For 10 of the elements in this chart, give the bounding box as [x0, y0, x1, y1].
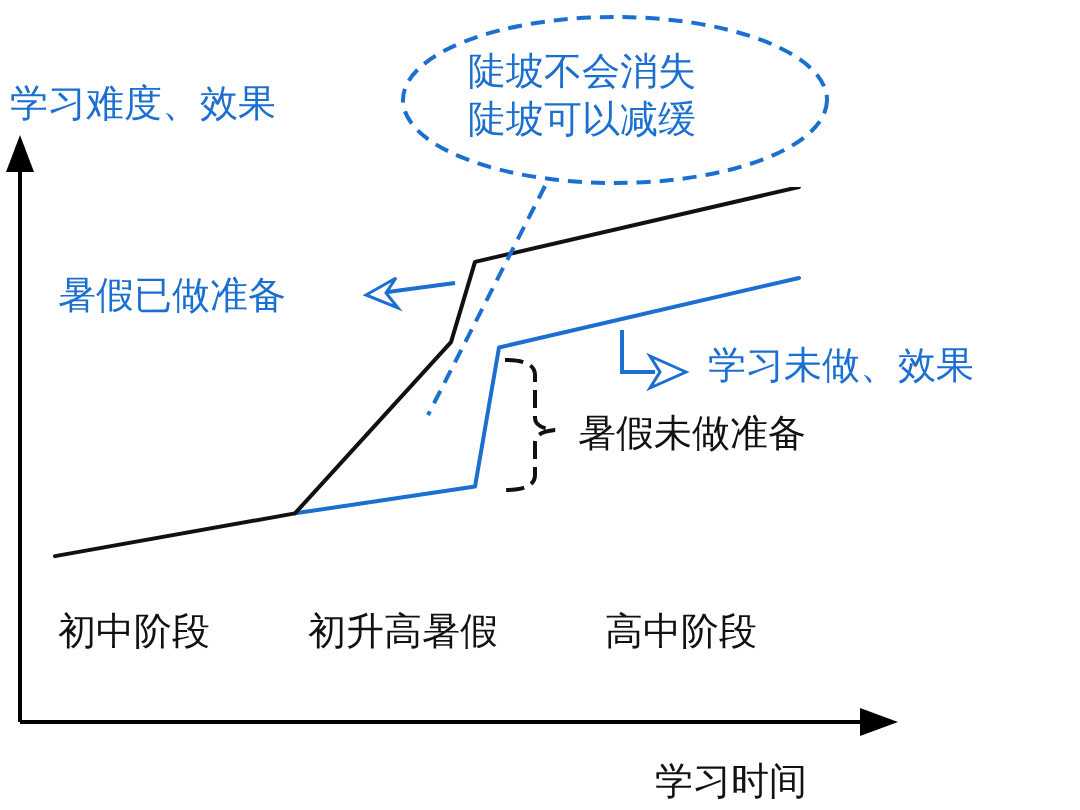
annotation: 学习未做、效果 [708, 342, 974, 389]
annotation: 初中阶段 [58, 608, 210, 655]
annotation: 高中阶段 [605, 608, 757, 655]
y-axis-title: 学习难度、效果 [10, 80, 276, 127]
annotation: 暑假未做准备 [578, 410, 806, 457]
x-axis-title: 学习时间 [655, 758, 807, 805]
text: 陡坡不会消失 [468, 48, 696, 95]
annotation: 初升高暑假 [308, 608, 498, 655]
text: 陡坡可以减缓 [468, 96, 696, 143]
annotation: 暑假已做准备 [58, 272, 286, 319]
